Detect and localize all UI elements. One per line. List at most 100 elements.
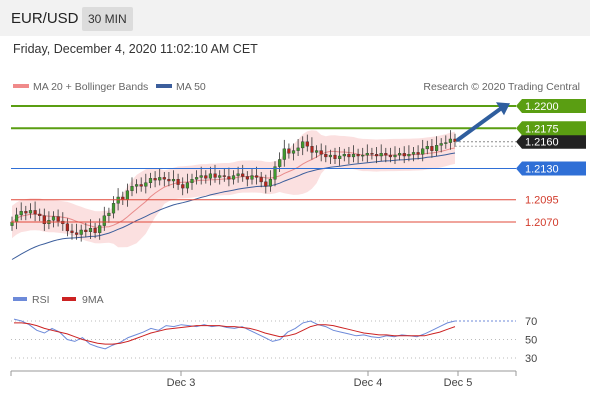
candle-body — [356, 153, 360, 157]
candle-body — [24, 211, 28, 214]
rsi-legend-swatch — [13, 297, 27, 301]
candle-body — [342, 153, 346, 157]
candle-body — [42, 215, 46, 225]
candle-body — [379, 153, 383, 157]
ma50-legend-swatch — [156, 84, 172, 88]
candle-body — [347, 153, 351, 158]
candle-body — [444, 142, 448, 144]
candle-body — [33, 210, 37, 215]
level-label-1.2070: 1.2070 — [525, 217, 559, 229]
credit-label: Research © 2020 Trading Central — [423, 81, 580, 93]
candle-body — [208, 173, 212, 179]
candle-body — [333, 154, 337, 159]
candle-body — [162, 177, 166, 180]
level-label-1.2175: 1.2175 — [525, 123, 559, 135]
candle-body — [74, 232, 79, 235]
candle-body — [190, 178, 194, 183]
rsi-ma-legend-label: 9MA — [82, 294, 104, 306]
candle-body — [416, 152, 420, 155]
candle-body — [375, 153, 379, 157]
candle-body — [305, 141, 309, 147]
x-axis-label: Dec 5 — [444, 377, 473, 389]
current-price-tag — [516, 134, 586, 149]
candle-body — [435, 145, 439, 151]
level-tag-1.2200 — [516, 99, 586, 113]
candle-body — [296, 147, 300, 151]
candle-body — [425, 145, 429, 150]
candle-body — [153, 178, 157, 181]
timestamp-text: Friday, December 4, 2020 11:02:10 AM CET — [13, 42, 258, 56]
candle-body — [361, 154, 365, 157]
candle-body — [176, 178, 180, 185]
candle-body — [407, 153, 411, 157]
candle-body — [88, 227, 93, 232]
candle-body — [28, 210, 33, 214]
bollinger-legend-swatch — [13, 84, 29, 88]
candle-body — [194, 177, 199, 180]
candle-body — [250, 175, 254, 180]
candle-body — [213, 173, 217, 178]
candle-body — [324, 153, 328, 158]
candle-body — [301, 141, 305, 149]
candle-body — [227, 176, 231, 180]
candle-body — [282, 148, 286, 160]
candle-body — [421, 148, 425, 155]
level-label-1.2200: 1.2200 — [525, 101, 559, 113]
rsi-line — [13, 318, 456, 350]
level-label-1.2095: 1.2095 — [525, 195, 559, 207]
candle-body — [84, 229, 88, 232]
ma50-legend-label: MA 50 — [176, 81, 206, 93]
candle-body — [171, 178, 176, 182]
candle-body — [278, 159, 282, 167]
candle-body — [134, 184, 139, 187]
candle-body — [158, 177, 162, 181]
forecast-arrow-head — [496, 102, 510, 116]
instrument-title: EUR/USD — [11, 10, 79, 27]
forecast-arrow-shaft — [456, 104, 506, 142]
candle-body — [365, 153, 369, 156]
candle-body — [148, 178, 153, 184]
candle-body — [14, 214, 19, 223]
candle-body — [144, 182, 148, 187]
candle-body — [167, 178, 171, 182]
x-axis-label: Dec 3 — [167, 377, 196, 389]
candle-body — [199, 175, 203, 178]
level-tag-1.2175 — [516, 121, 586, 136]
candle-body — [430, 145, 434, 151]
candle-body — [398, 153, 402, 156]
candle-body — [204, 175, 208, 179]
candle-body — [393, 154, 397, 158]
candle-body — [328, 154, 332, 158]
candle-body — [268, 178, 272, 187]
candle-body — [315, 150, 319, 153]
candle-body — [370, 153, 374, 155]
current-price-label: 1.2160 — [525, 137, 559, 149]
candle-body — [310, 145, 314, 153]
candle-body — [254, 175, 259, 178]
x-axis-label: Dec 4 — [354, 377, 383, 389]
chart-header: EUR/USD 30 MIN — [0, 0, 590, 36]
candle-body — [51, 216, 56, 221]
candle-body — [411, 152, 416, 155]
rsi-tick-label-50: 50 — [525, 335, 537, 347]
candle-body — [98, 225, 102, 233]
candle-body — [181, 184, 185, 189]
candle-body — [130, 186, 134, 192]
candle-body — [259, 177, 263, 183]
rsi-tick-label-30: 30 — [525, 353, 537, 365]
candle-body — [38, 213, 42, 216]
candle-body — [245, 176, 249, 180]
rsi-ma-legend-swatch — [62, 297, 76, 301]
bollinger-legend-label: MA 20 + Bollinger Bands — [33, 81, 148, 93]
candle-body — [10, 221, 14, 226]
candle-body — [236, 173, 240, 176]
candle-body — [56, 216, 60, 222]
candle-body — [388, 154, 392, 158]
timeframe-badge[interactable]: 30 MIN — [82, 7, 133, 31]
level-tag-1.2130 — [516, 161, 586, 176]
candle-body — [19, 211, 23, 216]
candle-body — [70, 230, 74, 233]
candle-body — [338, 155, 342, 159]
candle-body — [125, 190, 129, 200]
